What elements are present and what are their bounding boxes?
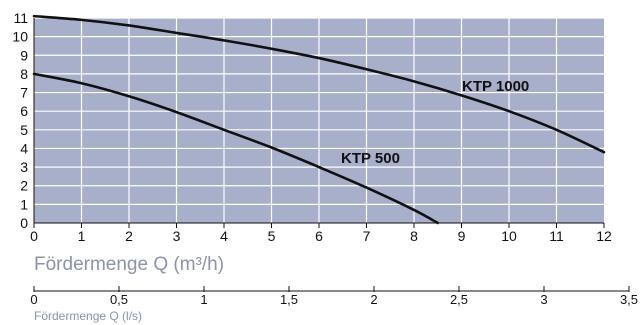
secondary-x-tick-label: 2,5 — [450, 292, 468, 307]
x-tick-label: 6 — [315, 228, 323, 244]
series-label-ktp-1000: KTP 1000 — [462, 78, 529, 95]
series-line-ktp-500 — [32, 72, 440, 225]
series-line-ktp-1000 — [32, 14, 606, 154]
secondary-x-tick-label: 2 — [370, 292, 377, 307]
secondary-x-tick-label: 1,5 — [280, 292, 298, 307]
x-tick-label: 4 — [220, 228, 228, 244]
x-axis-title: Fördermenge Q (m³/h) — [34, 254, 224, 275]
y-tick-label: 1 — [20, 196, 28, 212]
secondary-x-axis-title: Fördermenge Q (l/s) — [34, 309, 142, 323]
x-tick-label: 10 — [501, 228, 517, 244]
x-tick-label: 5 — [268, 228, 276, 244]
secondary-x-tick-label: 3 — [540, 292, 547, 307]
x-tick-label: 12 — [596, 228, 612, 244]
y-tick-label: 3 — [20, 159, 28, 175]
x-tick-label: 0 — [30, 228, 38, 244]
secondary-x-tick-label: 3,5 — [620, 292, 638, 307]
y-tick-label: 9 — [20, 47, 28, 63]
x-tick-label: 1 — [78, 228, 86, 244]
y-tick-label: 4 — [20, 140, 28, 156]
x-tick-label: 7 — [363, 228, 371, 244]
y-tick-label: 6 — [20, 103, 28, 119]
y-tick-label: 0 — [20, 215, 28, 231]
y-tick-label: 2 — [20, 178, 28, 194]
y-tick-label: 11 — [13, 10, 28, 26]
grid-vertical — [80, 18, 558, 223]
secondary-x-tick-label: 0 — [30, 292, 37, 307]
secondary-x-tick-label: 0,5 — [110, 292, 128, 307]
y-tick-label: 8 — [20, 66, 28, 82]
x-tick-labels: 0 1 2 3 4 5 6 7 8 9 10 11 12 — [30, 223, 612, 244]
y-tick-labels: 0 1 2 3 4 5 6 7 8 9 10 11 — [12, 10, 28, 231]
series-curves — [32, 14, 606, 225]
secondary-x-tick-labels: 0 0,5 1 1,5 2 2,5 3 3,5 — [30, 286, 638, 307]
x-tick-label: 11 — [549, 228, 564, 244]
y-tick-label: 7 — [20, 85, 28, 101]
x-tick-label: 9 — [458, 228, 466, 244]
series-label-ktp-500: KTP 500 — [341, 150, 400, 167]
secondary-x-tick-label: 1 — [200, 292, 207, 307]
y-tick-label: 10 — [12, 29, 28, 45]
x-tick-label: 2 — [125, 228, 133, 244]
y-tick-label: 5 — [20, 122, 28, 138]
x-tick-label: 8 — [410, 228, 418, 244]
x-tick-label: 3 — [173, 228, 181, 244]
